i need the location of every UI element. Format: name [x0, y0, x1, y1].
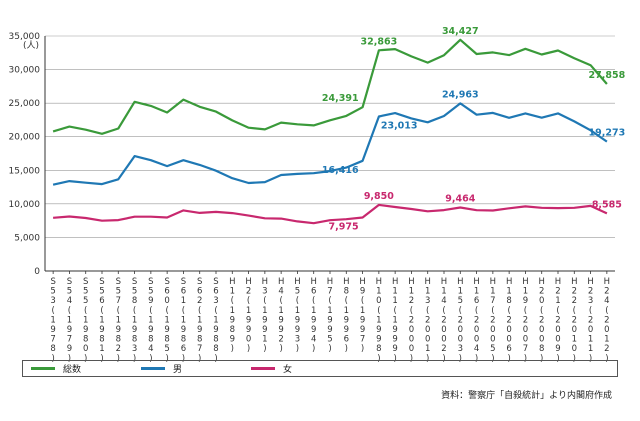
- x-tick-label: H 2 3(2 0 1 1): [587, 277, 593, 364]
- x-tick-label: H 1 0(1 9 9 8): [376, 277, 382, 364]
- y-unit-label: (人): [23, 40, 39, 51]
- x-tick-label: H 2(1 9 9 0): [245, 277, 251, 354]
- x-tick-label: S 6 0(1 9 8 5): [164, 277, 169, 364]
- x-tick-label: H 1 5(2 0 0 3): [457, 277, 463, 364]
- y-tick-label: 20,000: [9, 133, 41, 143]
- x-tick-label: H 1 4(2 0 0 2): [441, 277, 447, 364]
- y-tick-label: 25,000: [9, 99, 41, 109]
- x-tick-label: S 6 2(1 9 8 7): [197, 277, 202, 364]
- x-tick-label: S 6 3(1 9 8 8): [213, 277, 218, 364]
- x-tick-label: H 5(1 9 9 3): [294, 277, 300, 354]
- x-tick-label: S 5 5(1 9 8 0): [83, 277, 88, 364]
- x-tick-label: S 5 8(1 9 8 3): [132, 277, 137, 364]
- x-tick-label: S 5 6(1 9 8 1): [99, 277, 104, 364]
- x-tick-label: H 2 4(2 0 1 2): [604, 277, 610, 364]
- y-tick-label: 15,000: [9, 166, 41, 176]
- series-line-1: [52, 102, 608, 186]
- series-lines: [52, 38, 608, 225]
- data-label: 9,850: [364, 191, 394, 202]
- y-tick-labels: 0 5,000 10,000 15,000 20,000 25,000 30,000 35,0…: [9, 32, 41, 277]
- legend-label-female: 女: [283, 365, 293, 375]
- data-label: 24,391: [322, 93, 359, 104]
- x-tick-label: S 5 4(1 9 7 9): [67, 277, 72, 364]
- x-tick-label: S 5 9(1 9 8 4): [148, 277, 153, 364]
- data-label: 7,975: [329, 221, 359, 232]
- x-tick-label: H 2 1(2 0 0 9): [555, 277, 561, 364]
- x-tick-label: H 1 8(2 0 0 6): [506, 277, 512, 364]
- legend-label-total: 総数: [63, 365, 82, 375]
- legend-label-male: 男: [173, 365, 183, 375]
- x-tick-label: H 1 2(2 0 0 0): [408, 277, 414, 364]
- x-tick-label: H 2 0(2 0 0 8): [539, 277, 545, 364]
- data-label: 19,273: [589, 128, 626, 139]
- x-tick-label: H 3(1 9 9 1): [262, 277, 268, 354]
- y-tick-label: 5,000: [14, 233, 40, 243]
- x-tick-label: H 2 2(2 0 1 0): [571, 277, 577, 364]
- x-tick-labels: S 5 3(1 9 7 8) S 5 4(1 9 7 9) S 5 5(1 9 8 0) S 5 6(1 9 8 1) S 5 7(…: [50, 277, 610, 364]
- y-tick-label: 30,000: [9, 66, 41, 76]
- series-line-0: [52, 38, 608, 135]
- x-tick-label: S 5 3(1 9 7 8): [50, 277, 55, 364]
- legend-item-female: 女: [243, 362, 353, 375]
- data-label: 24,963: [442, 89, 479, 100]
- x-tick-label: H 4(1 9 9 2): [278, 277, 284, 354]
- source-note: 資料：警察庁「自殺統計」より内閣府作成: [441, 391, 612, 401]
- data-label: 27,858: [589, 70, 626, 81]
- y-tick-label: 10,000: [9, 200, 41, 210]
- data-label: 9,464: [445, 193, 475, 204]
- x-tick-label: H 1 6(2 0 0 4): [473, 277, 479, 364]
- x-tick-label: H 8(1 9 9 6): [343, 277, 349, 354]
- data-labels: 24,391 32,863 34,427 27,858 16,416 23,013 24,9…: [322, 26, 626, 233]
- series-line-2: [53, 203, 608, 225]
- data-label: 34,427: [442, 26, 479, 37]
- x-tick-label: H 6(1 9 9 4): [311, 277, 317, 354]
- axes: [44, 36, 615, 274]
- y-tick-label: 35,000: [9, 32, 41, 42]
- data-label: 16,416: [322, 165, 359, 176]
- legend-swatch-total: [31, 367, 55, 370]
- legend: 総数 男 女: [22, 360, 618, 377]
- legend-item-male: 男: [133, 362, 243, 375]
- x-tick-label: S 5 7(1 9 8 2): [116, 277, 121, 364]
- legend-swatch-female: [251, 367, 275, 370]
- data-label: 32,863: [361, 36, 398, 47]
- x-tick-label: S 6 1(1 9 8 6): [181, 277, 186, 364]
- x-tick-label: H 9(1 9 9 7): [359, 277, 365, 354]
- x-tick-label: H 1 1(1 9 9 9): [392, 277, 398, 364]
- x-tick-label: H 1(1 9 8 9): [229, 277, 235, 354]
- data-label: 23,013: [381, 120, 418, 131]
- x-tick-label: H 1 9(2 0 0 7): [522, 277, 528, 364]
- data-label: 8,585: [592, 199, 622, 210]
- x-tick-label: H 1 3(2 0 0 1): [425, 277, 431, 364]
- legend-swatch-male: [141, 367, 165, 370]
- legend-item-total: 総数: [23, 362, 133, 375]
- x-tick-label: H 7(1 9 9 5): [327, 277, 333, 354]
- y-tick-label: 0: [34, 267, 40, 277]
- x-tick-label: H 1 7(2 0 0 5): [490, 277, 496, 364]
